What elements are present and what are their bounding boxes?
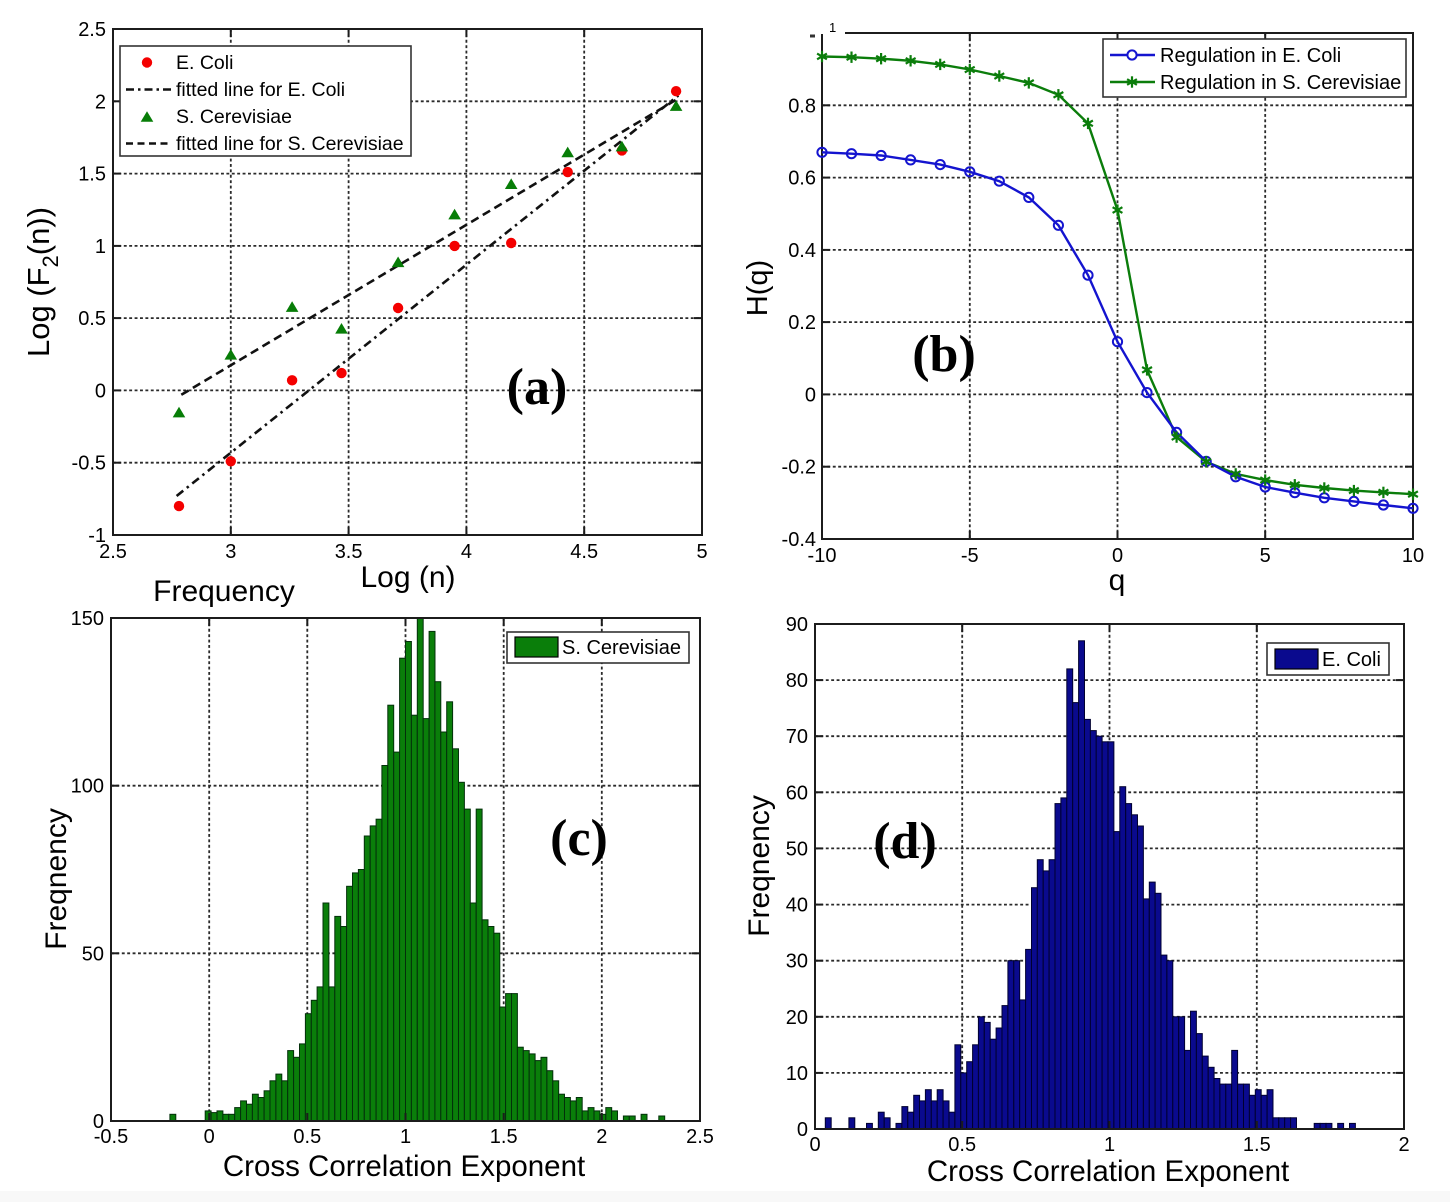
svg-text:1.5: 1.5 <box>1243 1134 1271 1156</box>
svg-text:0: 0 <box>805 384 816 406</box>
svg-text:-0.5: -0.5 <box>94 1126 128 1148</box>
svg-text:100: 100 <box>71 776 104 798</box>
svg-text:80: 80 <box>786 670 808 692</box>
svg-text:(c): (c) <box>550 810 608 867</box>
svg-text:Regulation in E. Coli: Regulation in E. Coli <box>1160 45 1341 67</box>
svg-text:E. Coli: E. Coli <box>176 52 233 74</box>
svg-text:-0.4: -0.4 <box>782 529 816 551</box>
svg-text:Freqnency: Freqnency <box>743 795 776 937</box>
svg-text:1: 1 <box>829 20 836 35</box>
svg-text:1: 1 <box>1104 1134 1115 1156</box>
svg-text:Log (n): Log (n) <box>360 561 455 594</box>
svg-text:H(q): H(q) <box>742 260 774 316</box>
svg-text:70: 70 <box>786 726 808 748</box>
svg-text:0: 0 <box>204 1126 215 1148</box>
svg-text:0: 0 <box>797 1119 808 1141</box>
svg-text:S. Cerevisiae: S. Cerevisiae <box>176 106 292 128</box>
svg-text:-0.5: -0.5 <box>72 453 106 475</box>
svg-text:4.5: 4.5 <box>570 541 598 563</box>
svg-text:40: 40 <box>786 895 808 917</box>
svg-text:Freqnency: Freqnency <box>40 808 73 950</box>
svg-text:2: 2 <box>1398 1134 1409 1156</box>
svg-text:2: 2 <box>596 1126 607 1148</box>
svg-text:Cross Correlation Exponent: Cross Correlation Exponent <box>223 1150 585 1183</box>
svg-text:0: 0 <box>1112 545 1123 567</box>
svg-text:4: 4 <box>461 541 472 563</box>
svg-text:50: 50 <box>786 838 808 860</box>
svg-text:50: 50 <box>82 943 104 965</box>
svg-text:Frequency: Frequency <box>153 575 295 608</box>
svg-text:1: 1 <box>95 236 106 258</box>
svg-text:fitted line for E. Coli: fitted line for E. Coli <box>176 79 345 101</box>
svg-text:-0.2: -0.2 <box>782 457 816 479</box>
svg-text:150: 150 <box>71 608 104 630</box>
svg-text:5: 5 <box>1260 545 1271 567</box>
svg-text:2.5: 2.5 <box>99 541 127 563</box>
svg-text:2: 2 <box>95 91 106 113</box>
svg-text:0.5: 0.5 <box>948 1134 976 1156</box>
svg-text:0.6: 0.6 <box>788 168 816 190</box>
svg-text:2.5: 2.5 <box>78 19 106 41</box>
svg-text:5: 5 <box>696 541 707 563</box>
svg-text:q: q <box>1109 564 1126 597</box>
svg-text:E. Coli: E. Coli <box>1322 649 1381 671</box>
svg-text:1: 1 <box>400 1126 411 1148</box>
svg-text:0.5: 0.5 <box>78 308 106 330</box>
svg-text:30: 30 <box>786 951 808 973</box>
svg-text:0.5: 0.5 <box>293 1126 321 1148</box>
svg-text:S. Cerevisiae: S. Cerevisiae <box>562 637 681 659</box>
svg-text:Regulation in S. Cerevisiae: Regulation in S. Cerevisiae <box>1160 72 1401 94</box>
svg-text:0: 0 <box>809 1134 820 1156</box>
svg-text:(a): (a) <box>507 359 568 416</box>
svg-text:-1: -1 <box>88 525 106 547</box>
svg-text:1.5: 1.5 <box>78 164 106 186</box>
svg-text:-5: -5 <box>961 545 979 567</box>
svg-text:2.5: 2.5 <box>686 1126 714 1148</box>
svg-text:0.2: 0.2 <box>788 312 816 334</box>
svg-text:0.8: 0.8 <box>788 95 816 117</box>
svg-text:fitted line for S. Cerevisiae: fitted line for S. Cerevisiae <box>176 133 404 155</box>
svg-text:0: 0 <box>95 380 106 402</box>
svg-text:(d): (d) <box>873 813 937 870</box>
svg-text:-10: -10 <box>808 545 837 567</box>
svg-text:20: 20 <box>786 1007 808 1029</box>
svg-text:90: 90 <box>786 614 808 636</box>
svg-text:0.4: 0.4 <box>788 240 816 262</box>
svg-text:3.5: 3.5 <box>335 541 363 563</box>
svg-text:Cross Correlation Exponent: Cross Correlation Exponent <box>927 1155 1289 1188</box>
svg-text:60: 60 <box>786 782 808 804</box>
svg-text:10: 10 <box>1402 545 1424 567</box>
svg-text:1.5: 1.5 <box>490 1126 518 1148</box>
svg-text:0: 0 <box>93 1111 104 1133</box>
svg-text:10: 10 <box>786 1063 808 1085</box>
svg-text:3: 3 <box>225 541 236 563</box>
svg-text:(b): (b) <box>912 326 976 383</box>
